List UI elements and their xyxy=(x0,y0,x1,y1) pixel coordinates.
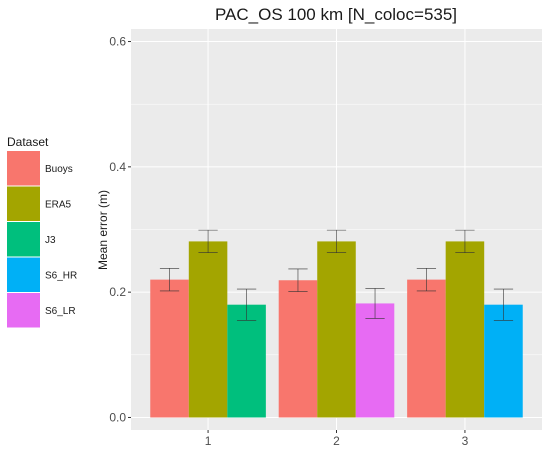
legend-swatch xyxy=(7,293,40,328)
legend-item-s6_hr: S6_HR xyxy=(7,257,77,292)
bar-1-buoys xyxy=(150,279,189,418)
legend-label: S6_LR xyxy=(45,306,76,317)
errorbar-2-s6_lr xyxy=(365,288,385,319)
legend-item-buoys: Buoys xyxy=(7,151,73,186)
legend-label: Buoys xyxy=(45,164,73,175)
bar-2-s6_lr xyxy=(355,303,395,418)
y-tick-label: 0.4 xyxy=(109,160,126,174)
errorbar-3-s6_hr xyxy=(493,288,514,321)
y-axis: 0.0 0.2 0.4 0.6 xyxy=(109,35,131,424)
legend-swatch xyxy=(7,257,40,292)
x-axis: 1 2 3 xyxy=(205,430,469,448)
legend-swatch xyxy=(7,151,40,186)
bar-2-era5 xyxy=(317,241,356,418)
errorbar-1-era5 xyxy=(198,229,218,253)
errorbar-1-buoys xyxy=(159,268,180,292)
errorbar-1-j3 xyxy=(236,288,257,321)
legend-swatch xyxy=(7,186,40,221)
legend-label: ERA5 xyxy=(45,199,72,210)
y-axis-label: Mean error (m) xyxy=(96,190,110,270)
legend: Buoys ERA5 J3 S6_HR S6_LR xyxy=(7,151,77,328)
bar-2-buoys xyxy=(278,280,318,418)
bar-3-buoys xyxy=(407,279,446,418)
x-tick-label: 1 xyxy=(205,434,212,448)
bars-layer xyxy=(150,241,523,418)
errorbars-layer xyxy=(159,229,514,321)
legend-item-era5: ERA5 xyxy=(7,186,72,221)
bar-3-s6_hr xyxy=(484,304,523,418)
legend-label: J3 xyxy=(45,235,56,246)
bar-3-era5 xyxy=(445,241,485,418)
legend-swatch xyxy=(7,222,40,257)
legend-item-j3: J3 xyxy=(7,222,56,257)
y-tick-label: 0.0 xyxy=(109,410,126,424)
y-tick-label: 0.6 xyxy=(109,35,126,49)
x-tick-label: 3 xyxy=(462,434,469,448)
y-tick-label: 0.2 xyxy=(109,285,126,299)
x-tick-label: 2 xyxy=(333,434,340,448)
errorbar-2-buoys xyxy=(288,268,308,292)
legend-item-s6_lr: S6_LR xyxy=(7,293,76,328)
errorbar-3-buoys xyxy=(416,268,437,292)
legend-label: S6_HR xyxy=(45,270,77,281)
legend-title: Dataset xyxy=(7,135,49,149)
errorbar-3-era5 xyxy=(455,229,475,253)
errorbar-2-era5 xyxy=(326,229,347,253)
chart-title: PAC_OS 100 km [N_coloc=535] xyxy=(215,5,457,24)
bar-1-era5 xyxy=(188,241,228,418)
bar-1-j3 xyxy=(227,304,266,418)
